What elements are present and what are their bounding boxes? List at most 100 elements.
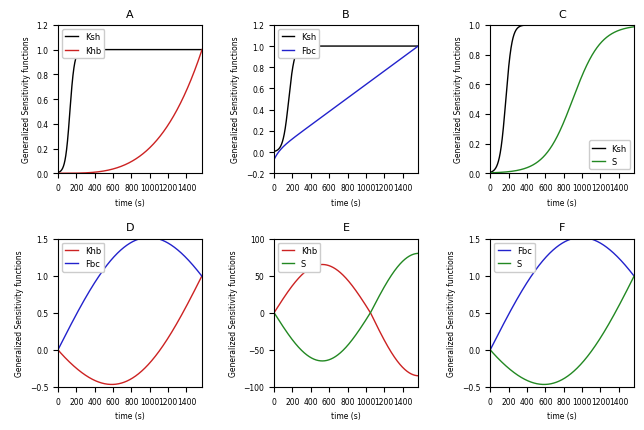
Khb [414, 373, 422, 378]
S [295, 345, 303, 350]
Fbc [195, 270, 203, 276]
Title: E: E [343, 223, 350, 233]
Fbc [548, 249, 556, 254]
Line: Fbc: Fbc [274, 47, 418, 160]
Title: F: F [559, 223, 565, 233]
Fbc [325, 110, 333, 115]
Line: Fbc: Fbc [490, 238, 634, 350]
S [612, 309, 620, 314]
Khb [79, 371, 87, 376]
Ksh [612, 23, 620, 28]
Ksh [390, 44, 398, 49]
Ksh [295, 47, 303, 52]
Khb [195, 279, 203, 284]
Khb [71, 364, 79, 369]
Ksh [54, 171, 62, 176]
Khb [115, 165, 123, 170]
S [511, 371, 519, 376]
Ksh [198, 48, 206, 53]
S [325, 357, 333, 362]
X-axis label: time (s): time (s) [115, 198, 145, 207]
Ksh [71, 63, 79, 68]
Line: Fbc: Fbc [58, 238, 202, 350]
Y-axis label: Generalized Sensitivity functions: Generalized Sensitivity functions [229, 250, 238, 376]
Khb [198, 273, 206, 279]
X-axis label: time (s): time (s) [331, 411, 361, 420]
Ksh [180, 48, 187, 53]
Ksh [109, 48, 117, 53]
Ksh [325, 44, 333, 49]
S [414, 251, 422, 256]
Fbc [486, 347, 494, 353]
Khb [71, 171, 79, 176]
Fbc [198, 274, 206, 280]
Khb [180, 95, 187, 100]
Khb [270, 310, 278, 316]
Legend: Ksh, Khb: Ksh, Khb [62, 30, 104, 59]
Fbc [412, 46, 419, 52]
X-axis label: time (s): time (s) [547, 411, 577, 420]
Fbc [396, 58, 404, 63]
Fbc [115, 249, 123, 254]
Fbc [287, 138, 294, 144]
Title: B: B [343, 9, 350, 19]
S [548, 381, 556, 386]
S [332, 354, 339, 359]
Ksh [628, 23, 636, 28]
Fbc [109, 255, 117, 261]
Line: S: S [490, 276, 634, 384]
Fbc [295, 132, 303, 137]
Ksh [614, 23, 622, 28]
Ksh [548, 23, 556, 28]
Khb [295, 275, 303, 280]
S [628, 25, 636, 31]
Y-axis label: Generalized Sensitivity functions: Generalized Sensitivity functions [454, 37, 463, 163]
Title: D: D [126, 223, 134, 233]
Khb [79, 171, 87, 176]
Ksh [150, 48, 158, 53]
S [630, 25, 638, 30]
Legend: Fbc, S: Fbc, S [495, 243, 535, 272]
Ksh [79, 48, 87, 53]
Fbc [612, 253, 620, 258]
Khb [54, 347, 62, 353]
S [612, 30, 620, 35]
Y-axis label: Generalized Sensitivity functions: Generalized Sensitivity functions [21, 37, 30, 163]
Khb [318, 262, 326, 267]
Line: S: S [274, 254, 418, 361]
Ksh [511, 30, 519, 35]
S [548, 144, 556, 149]
Ksh [287, 82, 294, 87]
Khb [287, 286, 294, 291]
Fbc [270, 157, 278, 163]
Y-axis label: Generalized Sensitivity functions: Generalized Sensitivity functions [448, 250, 457, 376]
S [540, 382, 548, 387]
Ksh [115, 48, 123, 53]
Khb [396, 362, 404, 367]
Fbc [79, 300, 87, 305]
S [486, 347, 494, 353]
Line: Ksh: Ksh [58, 50, 202, 173]
Ksh [414, 44, 422, 49]
Y-axis label: Generalized Sensitivity functions: Generalized Sensitivity functions [15, 250, 24, 376]
Khb [198, 48, 206, 53]
Khb [108, 382, 116, 387]
S [412, 252, 419, 257]
Line: Khb: Khb [58, 50, 202, 174]
Khb [109, 382, 117, 387]
Fbc [332, 105, 339, 110]
Legend: Khb, Fbc: Khb, Fbc [62, 243, 104, 272]
Khb [195, 56, 203, 61]
Khb [412, 373, 419, 378]
Title: C: C [558, 9, 566, 19]
S [503, 170, 511, 175]
Ksh [195, 48, 203, 53]
S [511, 169, 519, 174]
Khb [325, 264, 333, 269]
S [396, 262, 404, 267]
Ksh [630, 23, 638, 28]
Legend: Ksh, S: Ksh, S [589, 141, 630, 170]
S [503, 364, 511, 369]
Ksh [503, 87, 511, 92]
Ksh [542, 23, 549, 28]
